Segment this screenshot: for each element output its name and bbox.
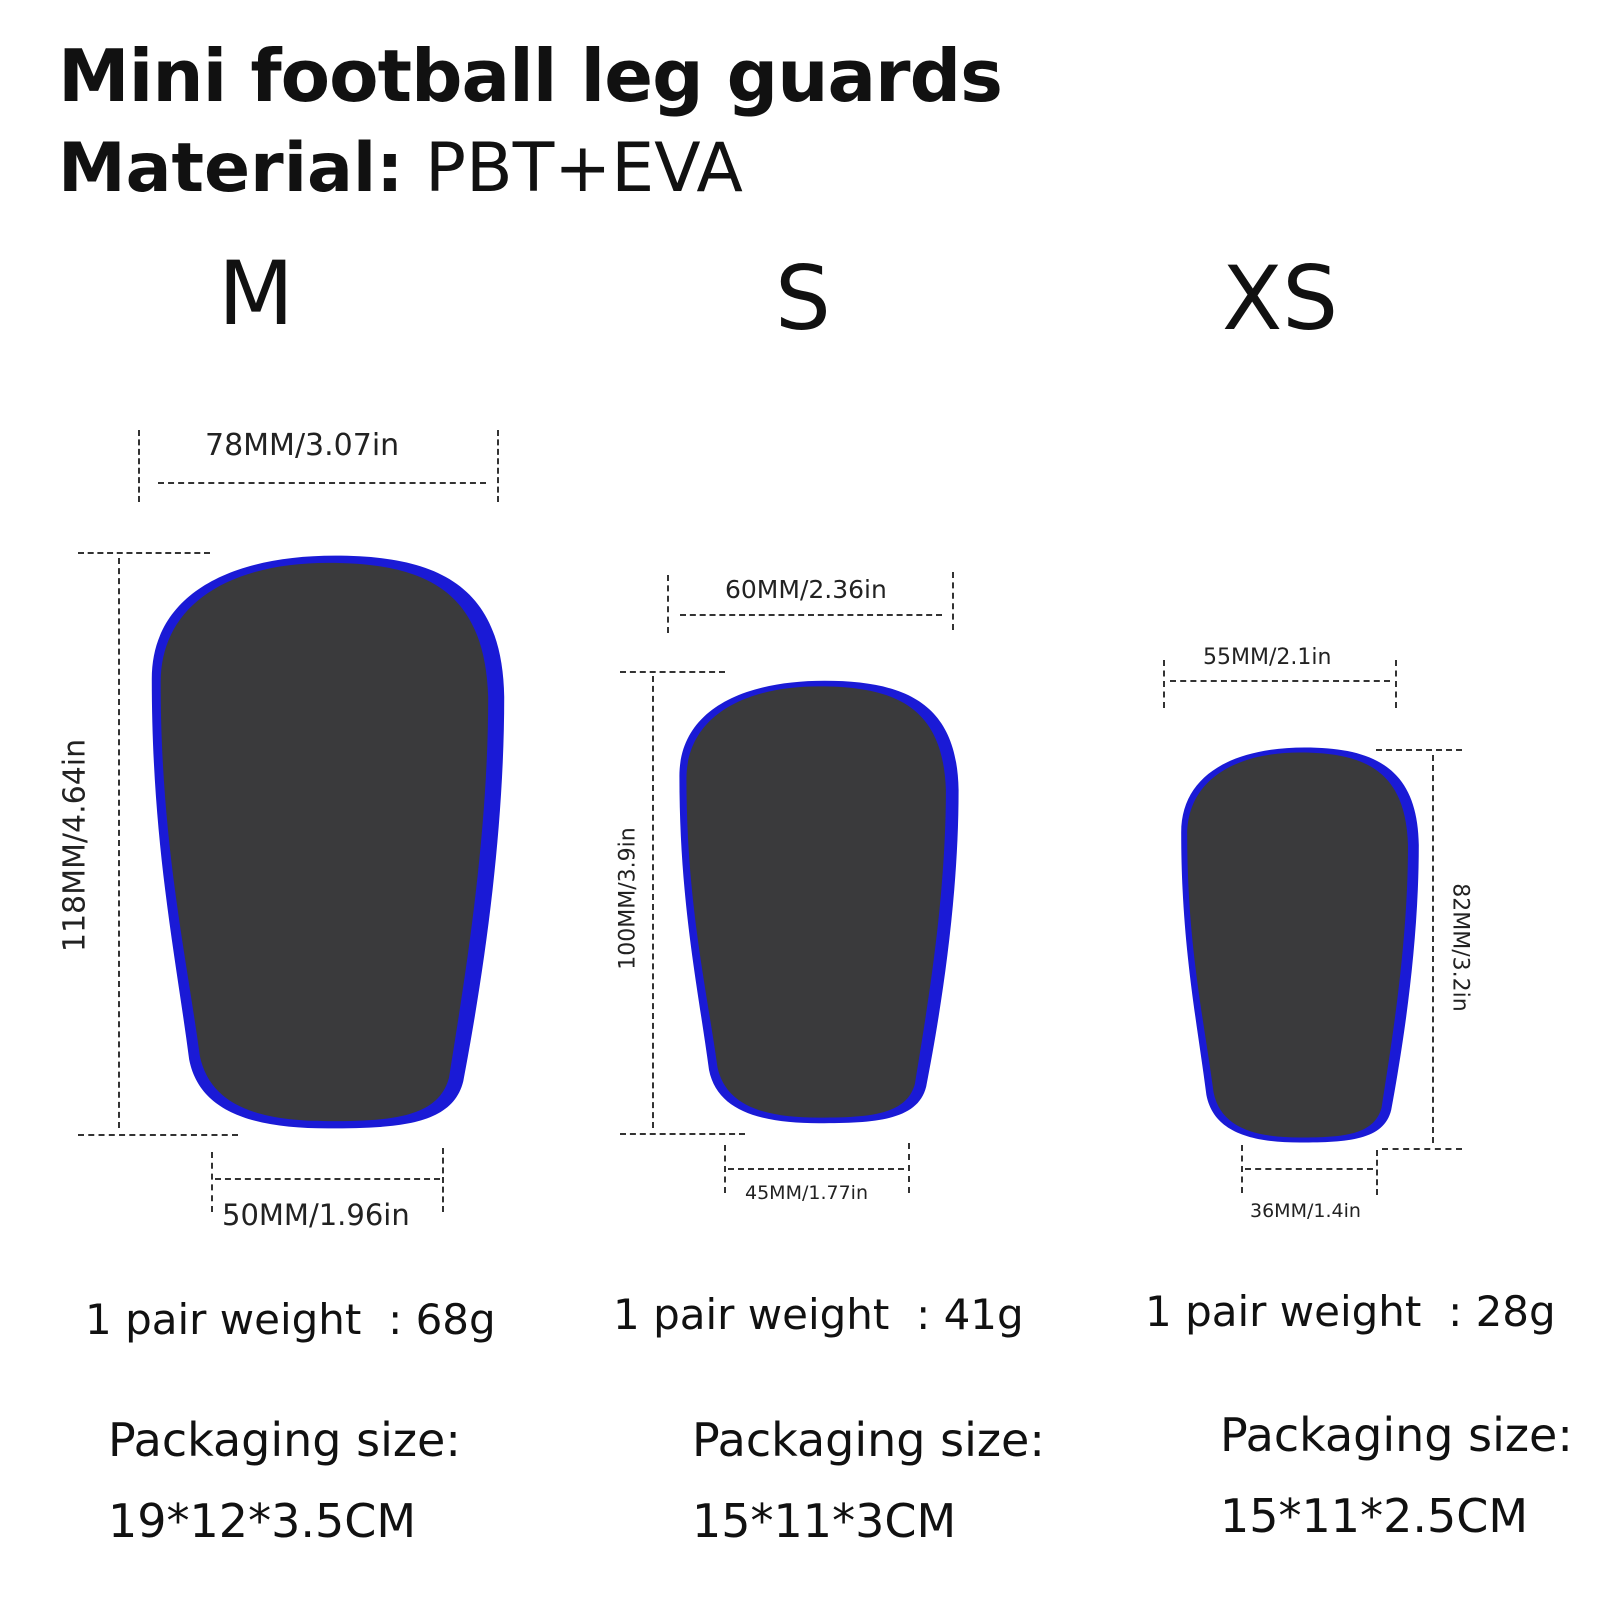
material-label: Material: <box>58 129 404 208</box>
s-packaging-label: Packaging size: <box>692 1413 1045 1467</box>
dim-line <box>620 1133 745 1135</box>
s-bottom-width: 45MM/1.77in <box>745 1182 868 1204</box>
material-value: PBT+EVA <box>425 129 743 208</box>
m-packaging-label: Packaging size: <box>108 1413 461 1467</box>
xs-packaging: Packaging size: 15*11*2.5CM <box>1220 1395 1573 1556</box>
dim-line <box>1163 660 1165 708</box>
dim-line <box>497 430 499 502</box>
m-bottom-width: 50MM/1.96in <box>222 1198 410 1232</box>
dim-line <box>1376 1150 1378 1195</box>
xs-weight: 1 pair weight : 28g <box>1145 1287 1556 1336</box>
s-height: 100MM/3.9in <box>615 827 641 970</box>
dim-line <box>1395 660 1397 708</box>
dim-line <box>158 482 486 484</box>
size-label-s: S <box>775 247 831 350</box>
dim-line <box>118 558 120 1128</box>
page-title: Mini football leg guards <box>58 34 1003 118</box>
xs-bottom-width: 36MM/1.4in <box>1250 1200 1361 1222</box>
dim-line <box>1245 1168 1373 1170</box>
xs-packaging-value: 15*11*2.5CM <box>1220 1488 1529 1543</box>
dim-line <box>620 671 725 673</box>
dim-line <box>215 1178 440 1180</box>
s-top-width: 60MM/2.36in <box>725 575 887 604</box>
guard-s-image <box>679 680 959 1124</box>
guard-m-image <box>151 555 505 1129</box>
dim-line <box>728 1168 904 1170</box>
m-weight: 1 pair weight : 68g <box>85 1295 496 1344</box>
s-packaging-value: 15*11*3CM <box>692 1493 957 1548</box>
material-line: Material: PBT+EVA <box>58 135 743 203</box>
dim-line <box>652 676 654 1128</box>
guard-xs-image <box>1181 747 1419 1143</box>
s-packaging: Packaging size: 15*11*3CM <box>692 1400 1045 1561</box>
dim-line <box>908 1143 910 1193</box>
m-packaging-value: 19*12*3.5CM <box>108 1493 417 1548</box>
dim-line <box>211 1152 213 1212</box>
dim-line <box>138 430 140 502</box>
dim-line <box>667 575 669 633</box>
m-top-width: 78MM/3.07in <box>205 428 400 463</box>
m-packaging: Packaging size: 19*12*3.5CM <box>108 1400 461 1561</box>
s-weight: 1 pair weight : 41g <box>613 1290 1024 1339</box>
xs-packaging-label: Packaging size: <box>1220 1408 1573 1462</box>
dim-line <box>1432 755 1434 1143</box>
size-label-xs: XS <box>1222 247 1339 350</box>
size-label-m: M <box>218 242 294 345</box>
dim-line <box>1382 1148 1462 1150</box>
dim-line <box>1376 749 1462 751</box>
dim-line <box>952 572 954 630</box>
m-height: 118MM/4.64in <box>57 738 93 953</box>
xs-height: 82MM/3.2in <box>1447 883 1473 1012</box>
dim-line <box>442 1148 444 1212</box>
dim-line <box>1241 1145 1243 1193</box>
dim-line <box>78 552 210 554</box>
dim-line <box>1170 680 1390 682</box>
dim-line <box>78 1134 238 1136</box>
dim-line <box>724 1145 726 1193</box>
dim-line <box>680 614 942 616</box>
xs-top-width: 55MM/2.1in <box>1203 645 1332 670</box>
